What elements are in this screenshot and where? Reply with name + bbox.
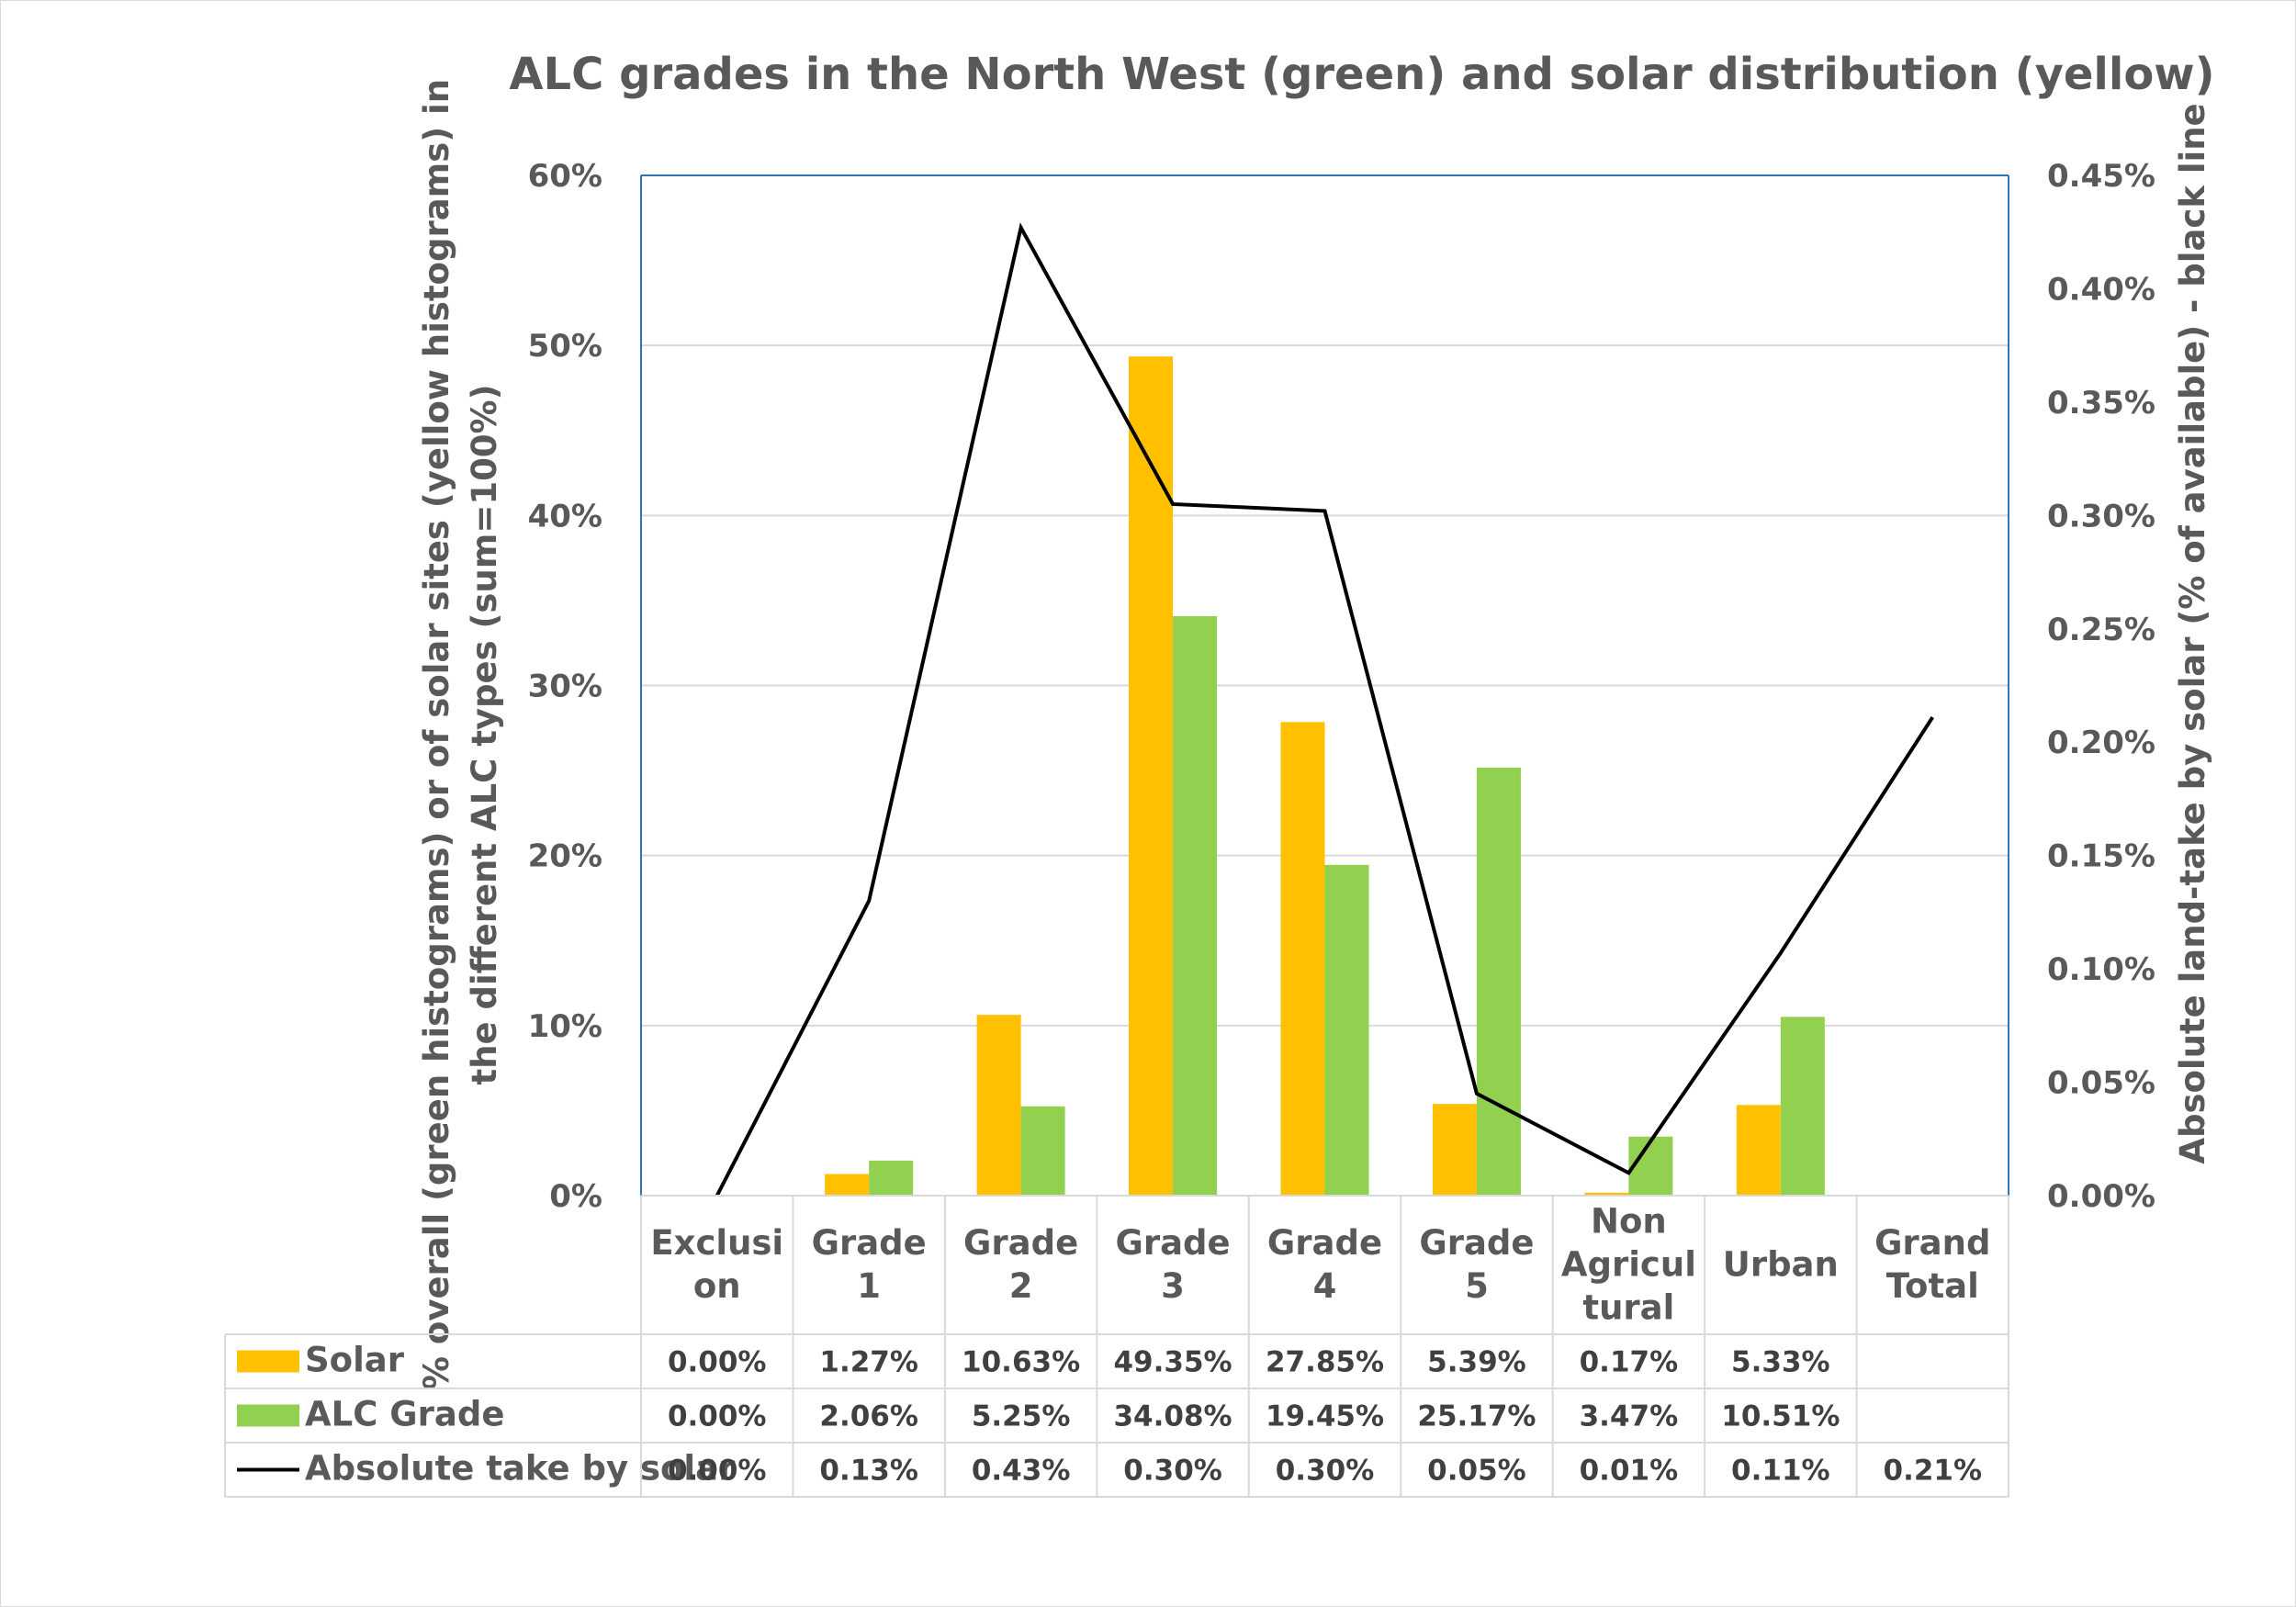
legend-label: Absolute take by solar [305, 1449, 736, 1489]
y-left-axis-title: % overall (green histograms) or of solar… [417, 79, 504, 1390]
table-cell: 49.35% [1113, 1346, 1232, 1379]
table-cell: 25.17% [1417, 1400, 1536, 1433]
table-cell: 0.30% [1276, 1455, 1375, 1488]
category-label: Grade 3 [1115, 1223, 1230, 1306]
y-right-tick-label: 0.25% [2047, 612, 2155, 648]
table-cell: 0.01% [1580, 1455, 1679, 1488]
y-left-tick-label: 10% [528, 1008, 602, 1045]
alc-grade-bar [1173, 615, 1218, 1196]
axes: 0% 10% 20% 30% 40% 50% 60% 0.00% 0.05% 0.10% 0.15%… [417, 79, 2212, 1390]
solar-bar [1736, 1105, 1781, 1196]
y-right-tick-label: 0.05% [2047, 1065, 2155, 1102]
category-label: Grade 5 [1419, 1223, 1534, 1306]
category-label: Non Agricul tural [1561, 1202, 1696, 1328]
table-cell: 0.00% [668, 1400, 767, 1433]
category-label: Urban [1723, 1245, 1839, 1285]
table-cell: 27.85% [1266, 1346, 1384, 1379]
solar-bar [1280, 722, 1325, 1196]
bars [825, 356, 1825, 1196]
y-left-tick-label: 0% [549, 1178, 602, 1215]
alc-grade-bar [1020, 1106, 1065, 1196]
y-right-tick-label: 0.45% [2047, 158, 2155, 195]
category-label: Grade 2 [963, 1223, 1078, 1306]
legend-label: ALC Grade [305, 1395, 504, 1434]
table-cell: 0.00% [668, 1455, 767, 1488]
alc-grade-bar [1628, 1136, 1673, 1196]
y-right-tick-label: 0.30% [2047, 498, 2155, 534]
absolute-take-line [715, 222, 1934, 1197]
alc-grade-bar [1324, 864, 1369, 1196]
table-cell: 0.17% [1580, 1346, 1679, 1379]
table-cell: 19.45% [1266, 1400, 1384, 1433]
table-cell: 10.63% [962, 1346, 1080, 1379]
y-right-tick-label: 0.15% [2047, 838, 2155, 875]
table-cell: 0.21% [1884, 1455, 1983, 1488]
y-right-tick-label: 0.40% [2047, 271, 2155, 308]
category-label: Exclusi on [650, 1223, 783, 1306]
data-table: Exclusi on Grade 1 Grade 2 Grade 3 Grade 4 Grade 5 N… [224, 1195, 2009, 1498]
table-cell: 5.39% [1427, 1346, 1526, 1379]
alc-grade-bar [1780, 1017, 1825, 1196]
category-label: Grand Total [1874, 1223, 1990, 1306]
y-right-tick-label: 0.00% [2047, 1178, 2155, 1215]
line-series [715, 222, 1934, 1197]
table-cell: 3.47% [1580, 1400, 1679, 1433]
y-left-tick-label: 60% [528, 158, 602, 195]
table-cell: 34.08% [1113, 1400, 1232, 1433]
solar-bar [976, 1015, 1021, 1196]
table-cell: 0.43% [972, 1455, 1071, 1488]
category-label: Grade 4 [1267, 1223, 1382, 1306]
table-cell: 5.25% [972, 1400, 1071, 1433]
y-right-tick-label: 0.35% [2047, 385, 2155, 421]
y-left-tick-label: 50% [528, 328, 602, 365]
y-left-tick-label: 40% [528, 498, 602, 534]
table-cell: 0.30% [1123, 1455, 1222, 1488]
category-label: Grade 1 [812, 1223, 927, 1306]
legend-label: Solar [305, 1341, 405, 1380]
chart-title: ALC grades in the North West (green) and… [509, 49, 2214, 100]
table-cell: 2.06% [819, 1400, 918, 1433]
y-right-axis-title: Absolute land-take by solar (% of availa… [2173, 103, 2212, 1163]
y-left-tick-label: 30% [528, 669, 602, 705]
alc-grade-bar [1476, 767, 1521, 1196]
y-right-tick-label: 0.20% [2047, 725, 2155, 761]
table-cell: 10.51% [1721, 1400, 1840, 1433]
solar-bar [1129, 356, 1174, 1196]
legend-swatch [237, 1404, 299, 1427]
solar-bar [825, 1174, 870, 1196]
table-cell: 5.33% [1731, 1346, 1830, 1379]
alc-grade-bar [869, 1160, 914, 1196]
y-left-tick-label: 20% [528, 838, 602, 875]
solar-bar [1584, 1192, 1629, 1196]
table-cell: 0.13% [819, 1455, 918, 1488]
y-right-tick-label: 0.10% [2047, 951, 2155, 988]
solar-bar [1432, 1104, 1477, 1196]
table-cell: 0.00% [668, 1346, 767, 1379]
legend-swatch [237, 1350, 299, 1373]
table-cell: 0.05% [1427, 1455, 1526, 1488]
table-cell: 0.11% [1731, 1455, 1830, 1488]
table-cell: 1.27% [819, 1346, 918, 1379]
